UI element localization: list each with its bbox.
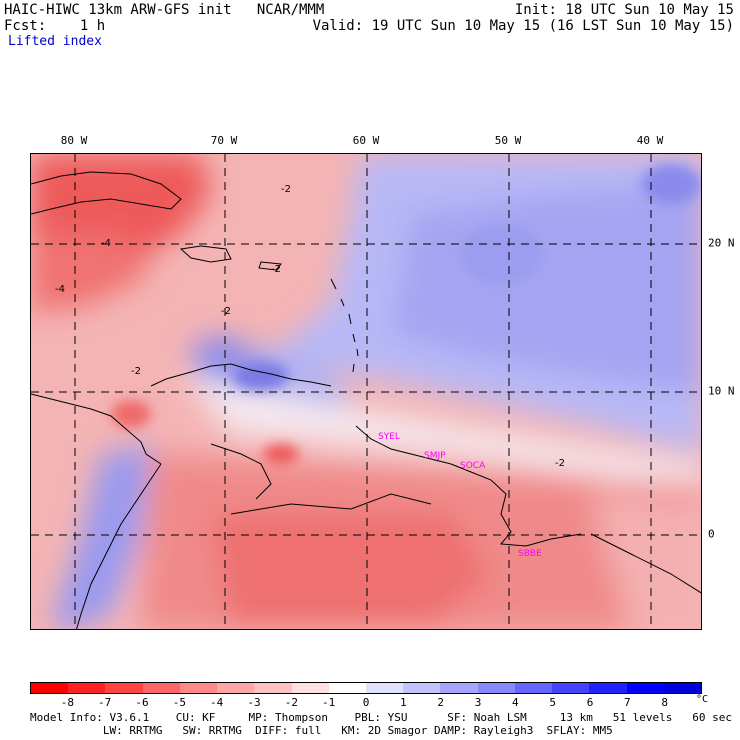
- lon-label-80w: 80 W: [60, 134, 88, 147]
- colorbar-segment: [403, 683, 441, 693]
- contour-label: -4: [101, 238, 111, 249]
- colorbar-segment: [68, 683, 106, 693]
- contour-label: -2: [131, 366, 141, 377]
- colorbar-tick-label: 0: [362, 696, 370, 709]
- graticule: [31, 154, 701, 629]
- colorbar-tick-label: -2: [284, 696, 298, 709]
- colorbar-segment: [31, 683, 69, 693]
- colorbar-tick-label: -1: [322, 696, 336, 709]
- contour-label: -2: [221, 306, 231, 317]
- lat-label-eq: 0: [708, 527, 715, 541]
- lifted-index-map: -2 -4 -2 -2 -4 -2 -2: [30, 153, 702, 630]
- lat-label-20n: 20 N: [708, 236, 735, 250]
- forecast-hour: Fcst: 1 h: [4, 18, 106, 34]
- field-name: Lifted index: [8, 34, 102, 49]
- coastlines: [31, 171, 701, 629]
- colorbar-tick-label: 4: [512, 696, 519, 709]
- station-soca: SOCA: [460, 461, 486, 471]
- colorbar: [30, 682, 702, 694]
- contour-label: -4: [55, 284, 65, 295]
- lon-label-70w: 70 W: [210, 134, 238, 147]
- colorbar-tick-label: 3: [474, 696, 482, 709]
- colorbar-segment: [179, 683, 218, 693]
- model-info-line1: Model Info: V3.6.1 CU: KF MP: Thompson P…: [30, 711, 732, 724]
- station-smjp: SMJP: [424, 451, 446, 461]
- colorbar-segment: [291, 683, 329, 693]
- colorbar-unit: °C: [696, 694, 709, 705]
- lon-label-60w: 60 W: [352, 134, 380, 147]
- colorbar-tick-label: 6: [586, 696, 594, 709]
- valid-time: Valid: 19 UTC Sun 10 May 15 (16 LST Sun …: [312, 18, 734, 34]
- colorbar-segment: [440, 683, 478, 693]
- colorbar-tick-label: -8: [60, 696, 74, 709]
- colorbar-tick-label: 2: [437, 696, 444, 709]
- colorbar-tick-label: 7: [624, 696, 631, 709]
- contour-labels: -2 -4 -2 -2 -4 -2 -2: [55, 184, 565, 469]
- contour-label: -2: [555, 458, 565, 469]
- colorbar-segment: [142, 683, 180, 693]
- model-title: HAIC-HIWC 13km ARW-GFS init NCAR/MMM: [4, 2, 325, 18]
- field-detail: [111, 164, 701, 464]
- map-canvas: -2 -4 -2 -2 -4 -2 -2: [31, 154, 701, 629]
- colorbar-tick-label: 5: [549, 696, 556, 709]
- colorbar-tick-label: -5: [172, 696, 186, 709]
- station-sbbe: SBBE: [518, 549, 542, 559]
- lon-label-50w: 50 W: [494, 134, 522, 147]
- colorbar-tick-label: -3: [247, 696, 261, 709]
- colorbar-tick-label: 8: [661, 696, 668, 709]
- colorbar-tick-label: -6: [135, 696, 149, 709]
- colorbar-tick-label: -4: [210, 696, 224, 709]
- contour-label: -2: [281, 184, 291, 195]
- lon-label-40w: 40 W: [636, 134, 664, 147]
- colorbar-segment: [626, 683, 664, 693]
- colorbar-segment: [254, 683, 292, 693]
- colorbar-segment: [105, 683, 143, 693]
- model-info-line2: LW: RRTMG SW: RRTMG DIFF: full KM: 2D Sm…: [30, 724, 613, 737]
- colorbar-segment: [663, 683, 701, 693]
- colorbar-tick-label: 1: [400, 696, 407, 709]
- lesser-antilles: [330, 278, 359, 373]
- colorbar-segment: [365, 683, 404, 693]
- field-shading: [31, 154, 701, 629]
- init-time: Init: 18 UTC Sun 10 May 15: [514, 2, 734, 18]
- colorbar-segment: [217, 683, 255, 693]
- colorbar-segment: [328, 683, 366, 693]
- contour-label: -2: [271, 264, 281, 275]
- colorbar-segment: [589, 683, 627, 693]
- colorbar-tick-label: -7: [98, 696, 112, 709]
- station-syel: SYEL: [378, 432, 400, 442]
- lat-label-10n: 10 N: [708, 384, 735, 398]
- colorbar-segment: [477, 683, 515, 693]
- colorbar-segment: [552, 683, 590, 693]
- colorbar-segment: [514, 683, 553, 693]
